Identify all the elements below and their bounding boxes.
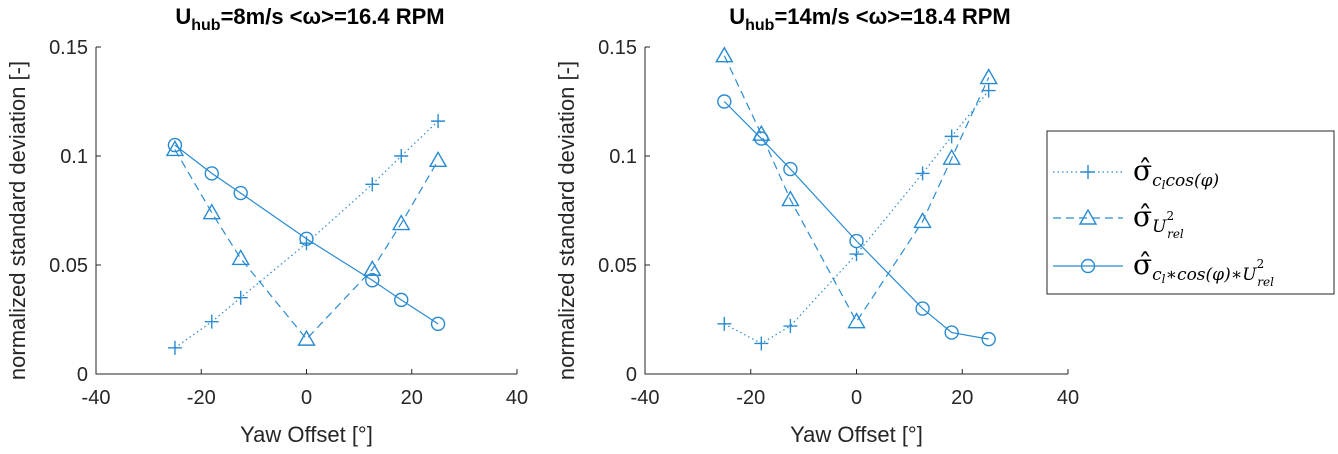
data-point-plus [754, 336, 769, 351]
series-circle [717, 94, 996, 347]
series-line [723, 55, 990, 323]
series-line [174, 120, 439, 349]
x-tick-label: -40 [82, 387, 111, 409]
legend-marker-plus [1081, 165, 1095, 179]
series-plus [717, 83, 996, 351]
data-point-circle [981, 331, 996, 347]
right-chart: -40 -20 0 20 40 0 0.05 0.1 0.15 Yaw Offset [°] nor… [554, 4, 1079, 447]
data-point-plus [365, 177, 380, 192]
x-tick-label: 40 [506, 387, 528, 409]
data-point-triangle [231, 249, 250, 266]
data-point-triangle [715, 46, 734, 63]
data-point-plus [783, 319, 798, 334]
series-triangle [165, 140, 448, 346]
y-tick-label: 0.15 [598, 37, 637, 59]
data-point-circle [167, 137, 183, 153]
x-tick-label: 0 [301, 387, 312, 409]
series-circle [167, 137, 446, 332]
series-line [724, 90, 990, 345]
data-point-circle [915, 301, 930, 316]
y-tick-label: 0.15 [49, 37, 88, 59]
legend-marker-triangle [1078, 208, 1098, 225]
series-line [174, 149, 439, 341]
data-point-plus [849, 247, 864, 262]
legend-marker-circle [1080, 258, 1096, 274]
series-line [174, 144, 439, 325]
data-point-triangle [363, 259, 382, 277]
y-tick-label: 0.1 [60, 146, 88, 168]
legend-label: σ̂cl∗cos(φ)∗U2 rel [1133, 248, 1274, 289]
data-point-plus [167, 340, 182, 355]
y-tick-label: 0.05 [49, 255, 88, 277]
data-point-circle [204, 166, 219, 181]
data-point-triangle [913, 211, 932, 229]
x-tick-label: 0 [851, 387, 862, 409]
legend: σ̂clcos(φ) σ̂U2 rel σ̂cl∗cos(φ)∗U2 rel [1046, 130, 1335, 295]
data-point-circle [430, 316, 446, 332]
y-tick-label: 0.1 [609, 146, 637, 168]
data-point-plus [204, 314, 219, 329]
x-axis-label: Yaw Offset [°] [240, 422, 373, 447]
data-point-plus [915, 166, 930, 181]
chart-title: Uhub=8m/s <ω>=16.4 RPM [175, 4, 444, 34]
axes-frame [95, 47, 517, 375]
data-point-plus [394, 149, 409, 163]
data-point-plus [944, 129, 959, 144]
x-tick-label: -20 [187, 387, 216, 409]
x-tick-label: 20 [951, 387, 973, 409]
data-point-triangle [979, 68, 998, 85]
y-tick-label: 0 [626, 364, 637, 386]
left-chart: -40 -20 0 20 40 0 0.05 0.1 0.15 Yaw Offset [°] nor… [5, 4, 528, 447]
data-point-circle [717, 94, 732, 109]
series-line [723, 101, 989, 340]
x-tick-label: 20 [401, 387, 423, 409]
data-point-triangle [942, 148, 961, 165]
data-point-circle [299, 231, 314, 247]
data-point-triangle [392, 214, 411, 231]
data-point-circle [783, 161, 798, 177]
series-plus [167, 114, 446, 355]
legend-label: σ̂U2 rel [1133, 200, 1184, 241]
x-axis-label: Yaw Offset [°] [790, 422, 923, 447]
x-tick-label: 40 [1057, 387, 1079, 409]
series-triangle [715, 46, 998, 329]
data-point-plus [431, 114, 446, 129]
axes-frame [644, 47, 1068, 375]
y-axis-label: normalized standard deviation [-] [5, 61, 30, 380]
data-point-triangle [428, 150, 448, 168]
x-tick-label: -40 [631, 387, 660, 409]
data-point-triangle [202, 203, 221, 220]
data-point-circle [944, 325, 959, 340]
y-axis-label: normalized standard deviation [-] [554, 61, 579, 380]
data-point-circle [754, 131, 769, 146]
data-point-triangle [847, 312, 866, 329]
y-tick-label: 0.05 [598, 255, 637, 277]
x-tick-label: -20 [736, 387, 765, 409]
data-point-plus [233, 290, 248, 305]
data-point-plus [717, 316, 732, 331]
legend-label: σ̂clcos(φ) [1133, 154, 1219, 192]
data-point-circle [365, 273, 380, 288]
data-point-triangle [297, 329, 316, 346]
y-tick-label: 0 [77, 364, 88, 386]
data-point-triangle [781, 190, 800, 207]
data-point-circle [233, 185, 248, 201]
data-point-circle [394, 292, 409, 308]
data-point-plus [981, 83, 996, 98]
data-point-circle [849, 233, 864, 249]
chart-title: Uhub=14m/s <ω>=18.4 RPM [729, 4, 1011, 34]
